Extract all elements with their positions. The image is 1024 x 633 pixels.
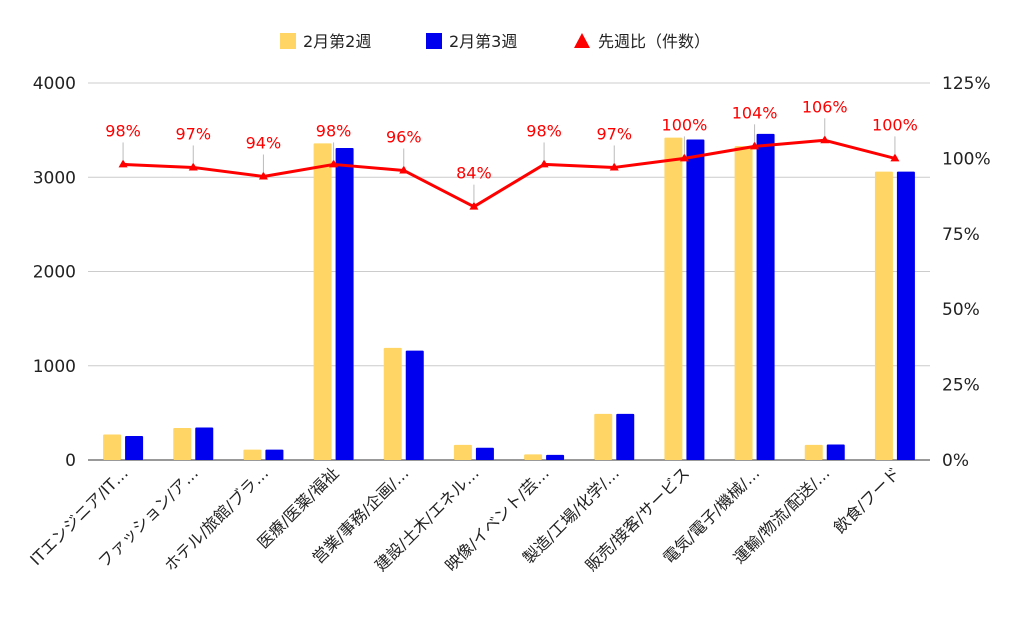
legend-marker-series-3 xyxy=(574,33,590,48)
y-left-tick-label: 3000 xyxy=(33,168,76,188)
y-right-tick-label: 125% xyxy=(942,74,991,94)
legend-label-series-2: 2月第3週 xyxy=(449,32,517,51)
line-marker xyxy=(890,153,900,162)
data-label: 106% xyxy=(802,97,848,116)
bar-series-2 xyxy=(335,148,354,460)
y-left-tick-label: 4000 xyxy=(33,74,76,94)
data-label: 100% xyxy=(662,115,708,134)
line-marker xyxy=(329,159,339,168)
bar-series-1 xyxy=(383,347,402,460)
legend-swatch-series-1 xyxy=(280,33,296,49)
bar-series-2 xyxy=(826,444,845,460)
y-right-tick-label: 75% xyxy=(942,225,980,245)
data-label: 94% xyxy=(246,133,282,152)
legend: 2月第2週 2月第3週 先週比（件数） xyxy=(280,32,710,51)
data-label: 97% xyxy=(175,124,211,143)
data-label: 104% xyxy=(732,103,778,122)
line-marker xyxy=(820,135,830,144)
bar-series-2 xyxy=(686,139,705,461)
data-label: 98% xyxy=(316,121,352,140)
bar-series-1 xyxy=(664,137,683,461)
line-marker xyxy=(469,201,479,210)
y-left-tick-label: 0 xyxy=(65,451,76,471)
bar-series-2 xyxy=(405,350,424,460)
line-marker xyxy=(539,159,549,168)
y-left-tick-label: 2000 xyxy=(33,263,76,283)
y-left-tick-label: 1000 xyxy=(33,357,76,377)
bar-series-2 xyxy=(125,435,144,460)
bar-series-1 xyxy=(313,143,332,460)
line-marker xyxy=(258,171,268,180)
bar-series-2 xyxy=(756,133,775,460)
line-marker xyxy=(188,162,198,171)
data-label: 84% xyxy=(456,164,492,183)
bar-series-1 xyxy=(874,171,893,460)
bar-series-2 xyxy=(475,447,494,460)
bar-series-2 xyxy=(195,427,214,460)
y-axis-right: 0% 25% 50% 75% 100% 125% xyxy=(942,74,991,471)
bar-series xyxy=(103,133,915,461)
y-axis-left: 0 1000 2000 3000 4000 xyxy=(33,74,76,471)
line-marker xyxy=(118,159,128,168)
bar-series-1 xyxy=(734,146,753,460)
bar-series-2 xyxy=(616,413,635,460)
bar-series-1 xyxy=(804,444,823,460)
bar-series-1 xyxy=(243,449,262,460)
bar-series-1 xyxy=(173,427,192,460)
bar-series-1 xyxy=(103,434,122,460)
line-marker xyxy=(609,162,619,171)
x-axis-labels: ITエンジニア/IT…ファッション/ア…ホテル/旅館/ブラ…医療/医薬/福祉営業… xyxy=(26,463,903,575)
bar-series-1 xyxy=(594,413,613,460)
bar-series-1 xyxy=(453,444,472,460)
line-series: 98% 97% 94% 98% 96% 84% 98% 97% 100% 104% 106% 100% xyxy=(105,97,918,210)
line-marker xyxy=(679,153,689,162)
legend-label-series-1: 2月第2週 xyxy=(303,32,371,51)
data-label: 97% xyxy=(596,124,632,143)
legend-label-series-3: 先週比（件数） xyxy=(598,32,710,51)
gridlines xyxy=(88,82,930,461)
data-label: 98% xyxy=(526,121,562,140)
data-label: 98% xyxy=(105,121,141,140)
bar-series-2 xyxy=(265,449,284,460)
y-right-tick-label: 25% xyxy=(942,376,980,396)
bar-series-2 xyxy=(896,171,915,460)
y-right-tick-label: 100% xyxy=(942,149,991,169)
data-label: 96% xyxy=(386,127,422,146)
y-right-tick-label: 0% xyxy=(942,451,969,471)
legend-swatch-series-2 xyxy=(426,33,442,49)
line-marker xyxy=(750,141,760,150)
bar-series-1 xyxy=(524,454,543,460)
y-right-tick-label: 50% xyxy=(942,300,980,320)
line-marker xyxy=(399,165,409,174)
line-series-path xyxy=(123,138,896,209)
data-label: 100% xyxy=(872,115,918,134)
bar-series-2 xyxy=(546,454,565,460)
x-tick-label: 飲食/フード xyxy=(830,463,904,537)
